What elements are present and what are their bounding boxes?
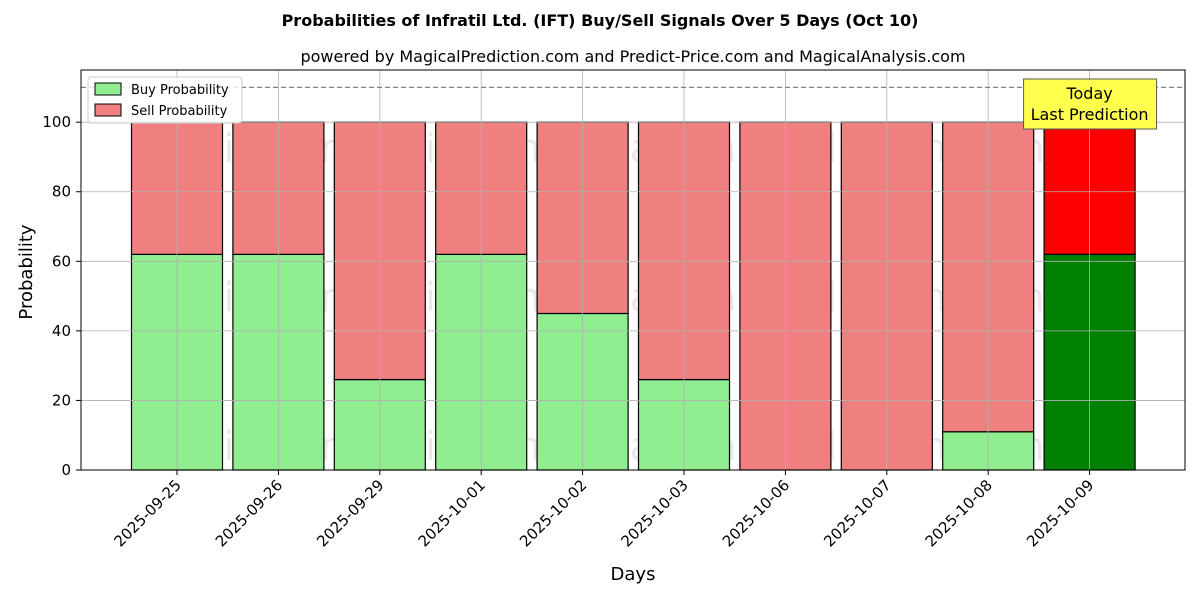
x-tick-label: 2025-09-29 — [313, 476, 387, 550]
x-tick-label: 2025-10-01 — [415, 476, 489, 550]
x-tick-label: 2025-10-02 — [516, 476, 590, 550]
x-tick-label: 2025-10-03 — [617, 476, 691, 550]
chart-subtitle: powered by MagicalPrediction.com and Pre… — [300, 47, 965, 66]
plot-frame — [80, 69, 1186, 471]
x-tick-label: 2025-10-07 — [820, 476, 894, 550]
y-tick-label: 20 — [52, 391, 71, 409]
legend-swatch-sell — [94, 103, 122, 117]
chart-title: Probabilities of Infratil Ltd. (IFT) Buy… — [282, 11, 919, 30]
x-tick-label: 2025-09-25 — [110, 476, 184, 550]
x-axis-label: Days — [611, 564, 656, 585]
x-tick-label: 2025-10-09 — [1023, 476, 1097, 550]
plot-area: MagicalAnalysis.comMagicalPrediction.com… — [42, 69, 1186, 550]
y-tick-label: 40 — [52, 322, 71, 340]
y-axis-label: Probability — [16, 224, 37, 319]
y-tick-label: 100 — [42, 113, 71, 131]
y-tick-label: 0 — [61, 461, 71, 479]
y-tick-label: 60 — [52, 252, 71, 270]
legend: Buy Probability Sell Probability — [87, 76, 243, 124]
legend-label-buy: Buy Probability — [131, 83, 229, 98]
annotation: Today Last Prediction — [1023, 78, 1158, 130]
annotation-text: Today — [1065, 84, 1112, 103]
annotation-text: Last Prediction — [1031, 105, 1149, 124]
legend-box — [87, 76, 243, 124]
y-tick-label: 80 — [52, 183, 71, 201]
legend-label-sell: Sell Probability — [131, 104, 228, 119]
x-tick-label: 2025-10-08 — [922, 476, 996, 550]
x-tick-label: 2025-10-06 — [719, 476, 793, 550]
legend-swatch-buy — [94, 82, 122, 96]
x-tick-label: 2025-09-26 — [212, 476, 286, 550]
annotation-box — [1023, 78, 1158, 130]
